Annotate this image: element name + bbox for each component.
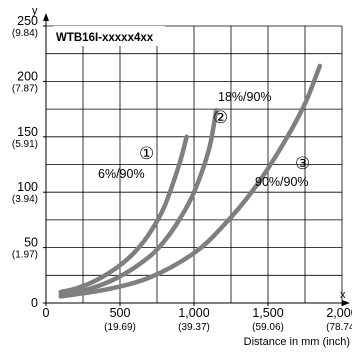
series-3-label: 90%/90% xyxy=(255,175,309,189)
y-axis-arrow xyxy=(43,13,49,21)
series-1-curve xyxy=(58,134,189,295)
model-label-box xyxy=(53,26,165,46)
series-2-label: 18%/90% xyxy=(218,90,272,104)
y-tick-sublabel: (3.94) xyxy=(12,194,38,205)
y-tick-label: 100 xyxy=(17,180,38,194)
y-tick-sublabel: (7.87) xyxy=(12,83,38,94)
model-label: WTB16I-xxxxx4xx xyxy=(56,32,154,44)
y-tick-label: 50 xyxy=(24,236,38,250)
series-2-marker: ② xyxy=(213,108,228,127)
y-tick-label: 250 xyxy=(17,14,38,28)
series-1-marker: ① xyxy=(139,144,154,163)
x-axis-arrow xyxy=(342,300,350,306)
y-tick-label: 150 xyxy=(17,125,38,139)
x-axis-title: Distance in mm (inch) xyxy=(244,336,350,348)
y-tick-sublabel: (1.97) xyxy=(12,250,38,261)
x-tick-label: 2,000 xyxy=(326,306,352,320)
x-tick-sublabel: (19.69) xyxy=(104,322,136,333)
series-3-curve xyxy=(58,63,323,299)
x-tick-label: 1,000 xyxy=(178,306,209,320)
series-2-curve xyxy=(58,107,219,297)
y-axis-letter: y xyxy=(32,5,38,17)
y-tick-label: 0 xyxy=(31,296,38,310)
grid xyxy=(46,25,343,303)
series-3-marker: ③ xyxy=(295,154,310,173)
x-tick-label: 500 xyxy=(110,306,131,320)
x-tick-label: 1,500 xyxy=(252,306,283,320)
y-tick-sublabel: (9.84) xyxy=(12,28,38,39)
series-lines xyxy=(58,63,323,299)
x-tick-sublabel: (39.37) xyxy=(178,322,210,333)
series-1-label: 6%/90% xyxy=(98,167,145,181)
y-tick-sublabel: (5.91) xyxy=(12,139,38,150)
x-tick-sublabel: (78.74) xyxy=(326,322,352,333)
y-tick-label: 200 xyxy=(17,69,38,83)
x-axis-letter: x xyxy=(340,289,346,301)
x-tick-sublabel: (59.06) xyxy=(252,322,284,333)
tick-labels: 0500(19.69)1,000(39.37)1,500(59.06)2,000… xyxy=(12,14,352,333)
x-tick-label: 0 xyxy=(43,306,50,320)
